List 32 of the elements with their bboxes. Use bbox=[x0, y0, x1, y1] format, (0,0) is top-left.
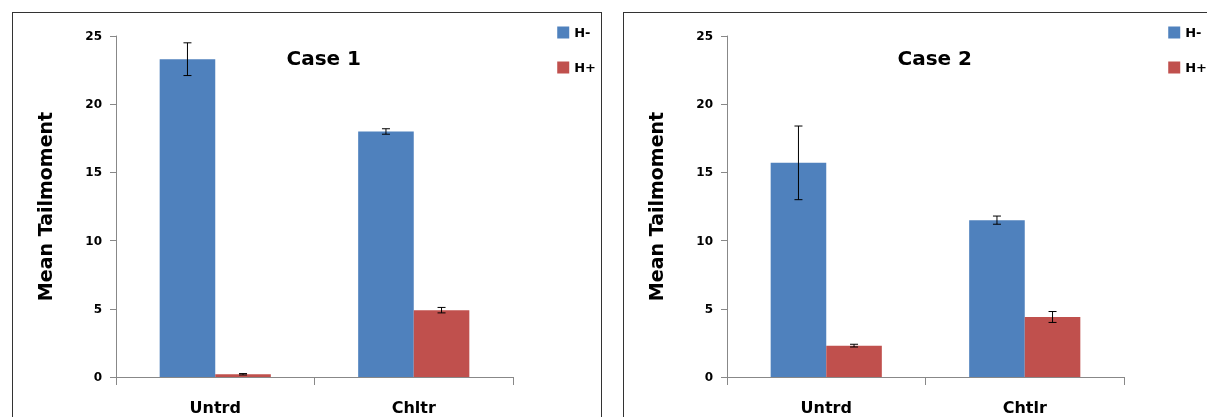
y-axis-title: Mean Tailmoment bbox=[644, 111, 667, 302]
bar bbox=[969, 220, 1025, 377]
legend-label: H- bbox=[1185, 25, 1202, 40]
bar bbox=[1024, 316, 1081, 377]
y-tick-label: 25 bbox=[85, 29, 102, 43]
y-tick-label: 10 bbox=[85, 233, 102, 248]
legend-label: H+ bbox=[574, 60, 597, 75]
x-tick-label: Chltr bbox=[391, 397, 436, 417]
x-tick-label: Untrd bbox=[800, 397, 852, 417]
legend-label: H+ bbox=[1185, 60, 1207, 75]
y-tick-label: 0 bbox=[93, 370, 102, 384]
bar bbox=[159, 59, 216, 377]
legend-label: H- bbox=[574, 25, 591, 40]
y-tick-label: 15 bbox=[85, 165, 102, 180]
y-tick-label: 5 bbox=[704, 301, 713, 316]
bar bbox=[215, 374, 271, 377]
bar bbox=[413, 310, 470, 377]
y-axis-title: Mean Tailmoment bbox=[33, 111, 56, 302]
y-tick-label: 15 bbox=[696, 165, 713, 180]
text: Case 2 bbox=[897, 46, 973, 70]
y-tick-label: 20 bbox=[696, 97, 713, 112]
bar bbox=[358, 131, 414, 377]
y-tick-label: 5 bbox=[93, 301, 102, 316]
bar bbox=[770, 162, 827, 377]
bar bbox=[826, 345, 882, 377]
y-tick-label: 0 bbox=[704, 370, 713, 384]
y-tick-label: 10 bbox=[696, 233, 713, 248]
text: Case 1 bbox=[286, 46, 362, 70]
y-tick-label: 25 bbox=[696, 29, 713, 43]
x-tick-label: Untrd bbox=[189, 397, 241, 417]
x-tick-label: Chtlr bbox=[1002, 397, 1047, 417]
y-tick-label: 20 bbox=[85, 97, 102, 112]
